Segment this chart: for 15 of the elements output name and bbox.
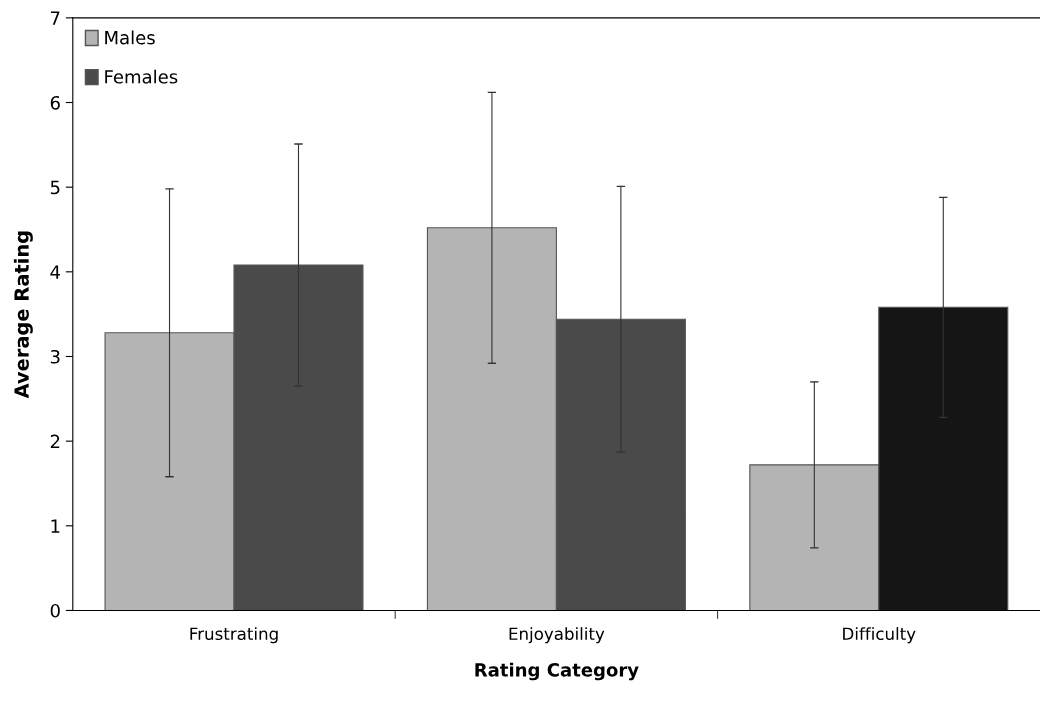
y-tick-label: 6: [50, 95, 60, 110]
y-tick-label: 0: [50, 603, 60, 618]
y-tick-label: 2: [50, 434, 60, 449]
y-tick-label: 3: [50, 349, 60, 364]
legend-label: Females: [105, 69, 178, 84]
x-tick-label: Frustrating: [190, 627, 278, 644]
y-axis-title: Average Rating: [13, 231, 33, 399]
x-tick-label: Difficulty: [843, 627, 916, 644]
y-tick-label: 1: [51, 519, 60, 533]
x-axis-title: Rating Category: [475, 662, 639, 681]
x-tick-label: Enjoyability: [509, 627, 605, 644]
legend-label: Males: [105, 30, 155, 45]
y-tick-label: 4: [50, 265, 60, 279]
y-tick-label: 7: [50, 11, 60, 25]
y-tick-label: 5: [50, 180, 60, 195]
